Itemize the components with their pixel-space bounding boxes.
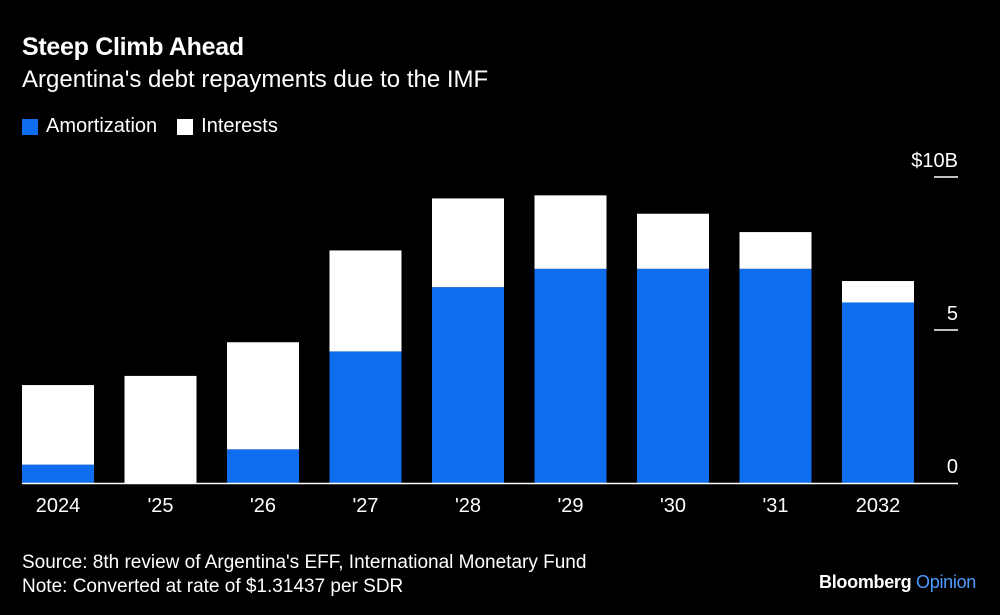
bar-amortization-5 xyxy=(534,268,607,483)
bar-interests-7 xyxy=(739,232,812,269)
source-note: Source: 8th review of Argentina's EFF, I… xyxy=(22,551,586,599)
x-tick-label-3: '27 xyxy=(352,495,378,517)
x-tick-label-8: 2032 xyxy=(856,495,901,517)
legend-swatch-amortization xyxy=(22,118,38,135)
bar-interests-6 xyxy=(637,213,709,269)
x-tick-label-7: '31 xyxy=(762,495,788,517)
x-tick-label-2: '26 xyxy=(250,495,276,517)
legend: Amortization Interests xyxy=(22,115,298,138)
brand-logo: Bloomberg Opinion xyxy=(819,572,976,593)
bar-interests-0 xyxy=(22,385,94,465)
legend-item-amortization: Amortization xyxy=(22,115,157,138)
note-text: Note: Converted at rate of $1.31437 per … xyxy=(22,576,404,597)
source-text: Source: 8th review of Argentina's EFF, I… xyxy=(22,552,587,573)
bar-amortization-4 xyxy=(432,287,504,483)
legend-swatch-interests xyxy=(177,118,194,135)
x-tick-label-4: '28 xyxy=(455,495,481,517)
bar-interests-5 xyxy=(534,195,607,269)
bar-interests-3 xyxy=(329,250,402,352)
legend-item-interests: Interests xyxy=(177,115,278,138)
bar-amortization-6 xyxy=(637,268,709,483)
x-tick-label-0: 2024 xyxy=(36,495,81,517)
page-subtitle: Argentina's debt repayments due to the I… xyxy=(22,66,489,93)
y-tick-label-2: 0 xyxy=(947,456,958,478)
brand-accent: Opinion xyxy=(916,572,976,592)
bar-amortization-3 xyxy=(329,351,402,483)
brand-main: Bloomberg xyxy=(819,572,912,592)
x-tick-label-6: '30 xyxy=(660,495,686,517)
bar-amortization-0 xyxy=(22,464,94,483)
bar-interests-4 xyxy=(432,198,504,288)
bar-amortization-2 xyxy=(227,449,299,483)
bar-interests-1 xyxy=(124,375,197,483)
bar-interests-8 xyxy=(842,281,914,303)
page-title: Steep Climb Ahead xyxy=(22,33,244,61)
bar-amortization-7 xyxy=(739,268,812,483)
bar-amortization-8 xyxy=(842,302,914,483)
bar-interests-2 xyxy=(227,342,299,450)
x-tick-label-5: '29 xyxy=(557,495,583,517)
x-tick-label-1: '25 xyxy=(147,495,173,517)
legend-label-amortization: Amortization xyxy=(46,115,158,137)
y-tick-label-1: 5 xyxy=(947,303,958,325)
legend-label-interests: Interests xyxy=(201,115,278,137)
y-tick-label-0: $10B xyxy=(911,150,958,172)
